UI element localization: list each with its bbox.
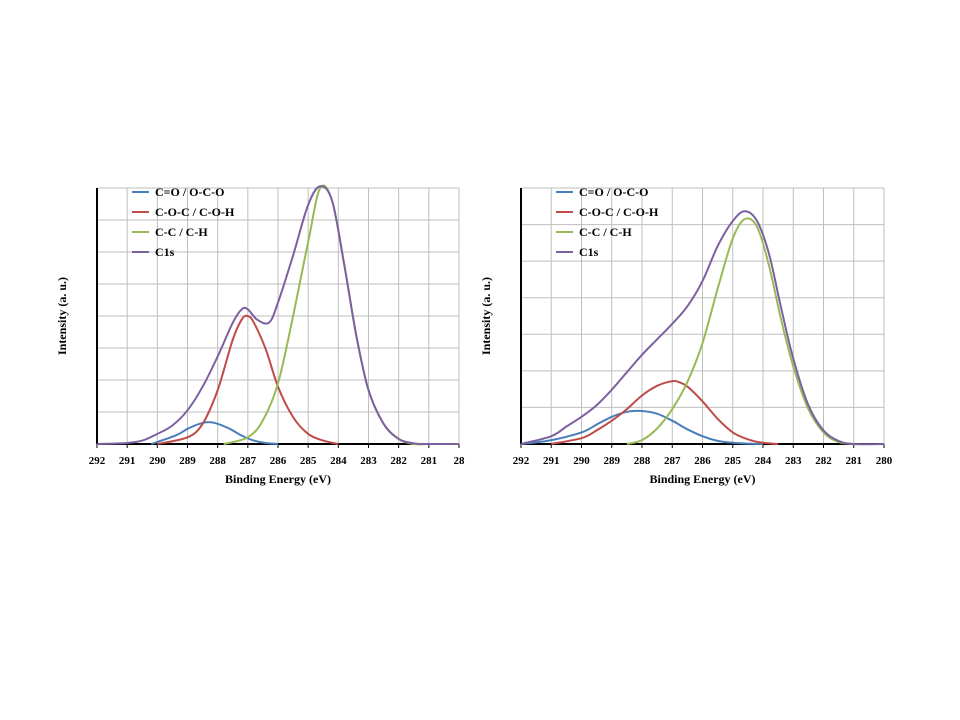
x-tick-label: 28 <box>454 455 466 467</box>
x-tick-label: 292 <box>513 455 530 467</box>
chart-right: 292 291 290 289 288 287 286 285 284 283 282 281 280 B… <box>479 185 893 486</box>
x-tick-label: 287 <box>240 455 257 467</box>
x-tick-label: 286 <box>270 455 287 467</box>
legend-label: C-O-C / C-O-H <box>579 205 659 219</box>
legend-label: C1s <box>579 245 599 259</box>
x-tick-label: 288 <box>209 455 226 467</box>
x-tick-label: 285 <box>300 455 317 467</box>
series-line <box>96 185 460 446</box>
y-axis-title: Intensity (a. u.) <box>55 277 69 355</box>
x-tick-label: 292 <box>89 455 106 467</box>
series-line <box>157 314 339 445</box>
x-tick-label: 289 <box>179 455 196 467</box>
x-tick-label: 290 <box>573 455 590 467</box>
y-axis-title: Intensity (a. u.) <box>479 277 493 355</box>
x-tick-label: 282 <box>390 455 407 467</box>
legend-label: C-C / C-H <box>155 225 208 239</box>
x-tick-label: 283 <box>360 455 377 467</box>
series-line <box>520 409 764 445</box>
x-tick-label: 291 <box>543 455 560 467</box>
x-tick-label: 280 <box>876 455 893 467</box>
legend-label: C-O-C / C-O-H <box>155 205 235 219</box>
x-tick-label: 290 <box>149 455 166 467</box>
legend-label: C1s <box>155 245 175 259</box>
x-tick-label: 285 <box>725 455 742 467</box>
legend-label: C=O / O-C-O <box>155 185 225 199</box>
series-line <box>150 421 279 445</box>
x-tick-label: 281 <box>846 455 863 467</box>
series-line <box>551 379 779 445</box>
x-tick-label: 282 <box>815 455 832 467</box>
legend-label: C-C / C-H <box>579 225 632 239</box>
x-tick-label: 284 <box>755 455 772 467</box>
x-tick-label: 286 <box>694 455 711 467</box>
series-line <box>223 184 429 446</box>
x-axis-title: Binding Energy (eV) <box>649 472 755 486</box>
x-tick-label: 283 <box>785 455 802 467</box>
series-line <box>626 217 854 445</box>
x-tick-label: 288 <box>634 455 651 467</box>
x-axis-title: Binding Energy (eV) <box>225 472 331 486</box>
legend-label: C=O / O-C-O <box>579 185 649 199</box>
x-tick-label: 281 <box>421 455 438 467</box>
x-tick-label: 289 <box>604 455 621 467</box>
x-tick-label: 291 <box>119 455 136 467</box>
x-tick-label: 287 <box>664 455 681 467</box>
series-line <box>520 210 885 446</box>
x-tick-label: 284 <box>330 455 347 467</box>
chart-left: 292 291 290 289 288 287 286 285 284 283 282 281 28 Bi… <box>55 184 466 486</box>
